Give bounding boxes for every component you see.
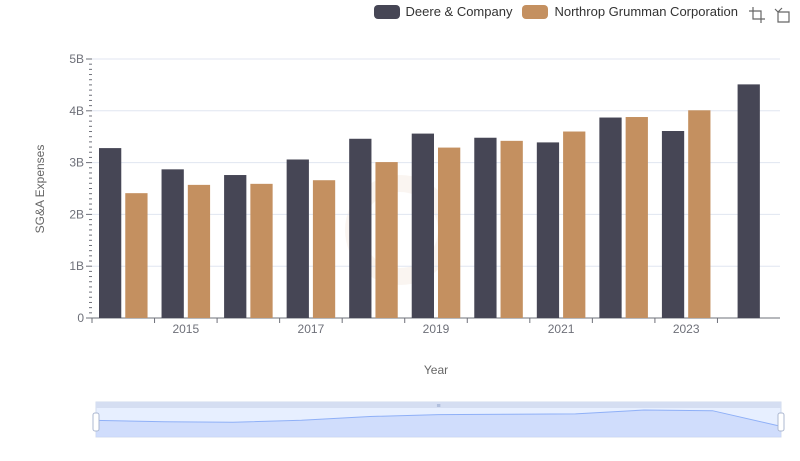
legend-item-northrop[interactable]: Northrop Grumman Corporation <box>522 4 738 19</box>
watermark-logo <box>345 175 455 285</box>
x-tick-label: 2017 <box>298 322 325 336</box>
data-zoom-area <box>96 410 781 437</box>
bar-deere <box>99 148 122 318</box>
bar-deere <box>536 142 560 318</box>
y-tick-label: 2B <box>69 207 84 221</box>
bar-deere <box>161 169 184 318</box>
bar-deere <box>286 159 309 318</box>
data-zoom-background <box>95 401 782 438</box>
bar-northrop <box>625 117 648 319</box>
x-axis-label: Year <box>424 363 448 377</box>
bar-deere <box>661 131 685 318</box>
bar-northrop <box>250 183 273 318</box>
y-axis: 0 1B 2B 3B 4B 5B <box>69 52 92 325</box>
y-axis-label: SG&A Expenses <box>33 145 47 234</box>
y-tick-label: 3B <box>69 156 84 170</box>
bar-northrop <box>375 162 398 318</box>
x-tick-label: 2015 <box>172 322 199 336</box>
bar-deere <box>737 84 760 318</box>
bar-deere <box>349 138 372 318</box>
bar-deere <box>224 175 247 318</box>
grid-layer <box>92 58 780 319</box>
bar-deere <box>599 117 622 318</box>
bar-northrop <box>500 140 523 318</box>
legend-item-deere[interactable]: Deere & Company <box>373 4 513 19</box>
data-zoom-line <box>95 409 782 427</box>
legend-label-deere: Deere & Company <box>405 4 513 19</box>
legend: Deere & Company Northrop Grumman Corpora… <box>373 4 738 19</box>
zoom-icon[interactable] <box>748 6 766 24</box>
data-zoom-move-handle <box>96 402 781 408</box>
bar-northrop <box>688 110 711 318</box>
legend-label-northrop: Northrop Grumman Corporation <box>554 4 738 19</box>
data-zoom-grip-icon: ≡ <box>436 403 440 410</box>
bar-northrop <box>312 180 336 318</box>
x-axis: 2015 2017 2019 2021 2023 <box>91 318 718 336</box>
x-tick-label: 2021 <box>548 322 575 336</box>
bar-northrop <box>187 184 211 318</box>
y-tick-label: 1B <box>69 259 84 273</box>
bar-northrop <box>438 147 461 318</box>
legend-swatch-deere <box>373 4 400 19</box>
x-tick-label: 2023 <box>673 322 700 336</box>
x-tick-label: 2019 <box>423 322 450 336</box>
data-zoom-left-handle <box>92 412 100 432</box>
bars <box>99 84 760 319</box>
bar-deere <box>474 137 497 318</box>
legend-swatch-northrop <box>522 4 549 19</box>
data-zoom-right-handle <box>777 412 785 432</box>
y-tick-label: 5B <box>69 52 84 66</box>
bar-northrop <box>125 193 148 318</box>
bar-deere <box>411 133 434 318</box>
toolbox <box>748 6 792 24</box>
bar-northrop <box>563 131 586 318</box>
y-tick-label: 4B <box>69 104 84 118</box>
y-tick-label: 0 <box>77 311 84 325</box>
zoom-reset-icon[interactable] <box>774 6 792 24</box>
data-zoom-slider[interactable]: ≡ <box>92 401 785 438</box>
